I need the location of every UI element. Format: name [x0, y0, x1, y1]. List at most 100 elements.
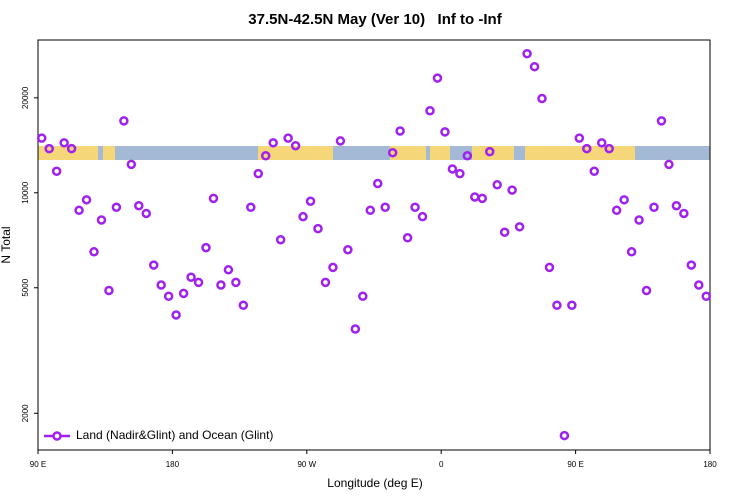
- data-point: [51, 166, 62, 177]
- data-point: [492, 180, 502, 190]
- data-point: [156, 280, 166, 290]
- data-point: [320, 277, 331, 288]
- data-point: [544, 262, 555, 273]
- data-point: [611, 205, 622, 216]
- data-point: [619, 195, 629, 205]
- data-point: [455, 168, 465, 179]
- data-point: [365, 205, 376, 216]
- data-point: [417, 211, 428, 222]
- legend-marker: [52, 431, 62, 441]
- land-band: [390, 146, 426, 160]
- y-tick-label: 10000: [21, 181, 30, 204]
- data-point: [119, 116, 129, 126]
- data-point: [529, 61, 540, 72]
- data-point: [589, 166, 600, 177]
- data-point: [216, 280, 226, 290]
- data-point: [208, 193, 219, 204]
- data-point: [134, 200, 144, 211]
- data-point: [671, 200, 682, 211]
- x-tick-label: 90 E: [30, 460, 46, 469]
- data-point: [313, 223, 323, 234]
- data-point: [89, 247, 99, 257]
- data-point: [275, 234, 286, 245]
- data-point: [656, 116, 667, 126]
- data-point: [163, 291, 174, 301]
- data-point: [238, 300, 249, 311]
- x-tick-label: 180: [703, 460, 717, 469]
- y-axis-label: N Total: [0, 226, 13, 263]
- data-point: [305, 196, 316, 207]
- data-point: [686, 260, 697, 270]
- data-point: [701, 291, 712, 301]
- data-point: [66, 143, 77, 154]
- x-axis-label: Longitude (deg E): [327, 476, 422, 490]
- data-point: [253, 168, 264, 179]
- data-point: [372, 178, 383, 189]
- data-point: [246, 202, 256, 212]
- data-point: [104, 285, 114, 296]
- data-point: [522, 48, 532, 59]
- data-point: [350, 324, 361, 334]
- data-point: [514, 222, 525, 232]
- data-point: [343, 244, 353, 255]
- data-point: [36, 133, 47, 143]
- data-point: [335, 136, 346, 146]
- data-point: [223, 265, 234, 275]
- data-point: [499, 227, 510, 237]
- data-point: [410, 202, 420, 212]
- data-point: [574, 133, 585, 143]
- y-tick-label: 20000: [21, 86, 30, 109]
- chart-title: 37.5N-42.5N May (Ver 10) Inf to -Inf: [248, 11, 502, 28]
- data-point: [477, 193, 488, 204]
- data-point: [186, 272, 196, 282]
- data-point: [283, 133, 293, 143]
- y-tick-label: 5000: [21, 278, 30, 296]
- data-point: [298, 211, 308, 222]
- data-point: [290, 140, 301, 151]
- data-point: [626, 247, 637, 257]
- data-point: [507, 185, 517, 195]
- data-point: [641, 285, 652, 296]
- data-point: [178, 288, 189, 299]
- data-point: [470, 192, 480, 202]
- x-tick-label: 0: [439, 460, 444, 469]
- plot-frame: [37, 39, 711, 451]
- data-point: [679, 208, 689, 219]
- data-point: [395, 126, 405, 136]
- data-point: [201, 242, 211, 253]
- data-point: [141, 208, 152, 219]
- x-tick-label: 90 E: [567, 460, 583, 469]
- data-point: [328, 262, 338, 273]
- data-point: [171, 310, 181, 320]
- data-point: [447, 164, 458, 174]
- data-point: [567, 300, 577, 311]
- y-tick-label: 2000: [21, 404, 30, 422]
- data-point: [111, 202, 122, 212]
- data-point: [81, 195, 92, 205]
- data-point: [634, 215, 644, 225]
- data-point: [387, 147, 398, 158]
- land-band: [525, 146, 635, 160]
- land-band: [103, 146, 115, 160]
- x-tick-label: 180: [166, 460, 180, 469]
- data-point: [231, 277, 241, 288]
- data-point: [148, 260, 159, 270]
- data-point: [432, 73, 443, 83]
- data-point: [582, 143, 592, 154]
- data-point: [358, 291, 368, 301]
- data-point: [649, 202, 659, 212]
- data-point: [193, 277, 204, 288]
- data-point: [694, 280, 704, 290]
- data-point: [126, 159, 137, 170]
- data-point: [260, 151, 271, 161]
- data-point: [552, 300, 562, 311]
- data-point: [604, 143, 614, 154]
- data-point: [59, 138, 69, 148]
- data-point: [44, 143, 54, 154]
- data-point: [96, 215, 107, 225]
- legend-label: Land (Nadir&Glint) and Ocean (Glint): [76, 428, 273, 442]
- data-point: [537, 93, 547, 104]
- data-point: [664, 159, 674, 170]
- land-band: [430, 146, 450, 160]
